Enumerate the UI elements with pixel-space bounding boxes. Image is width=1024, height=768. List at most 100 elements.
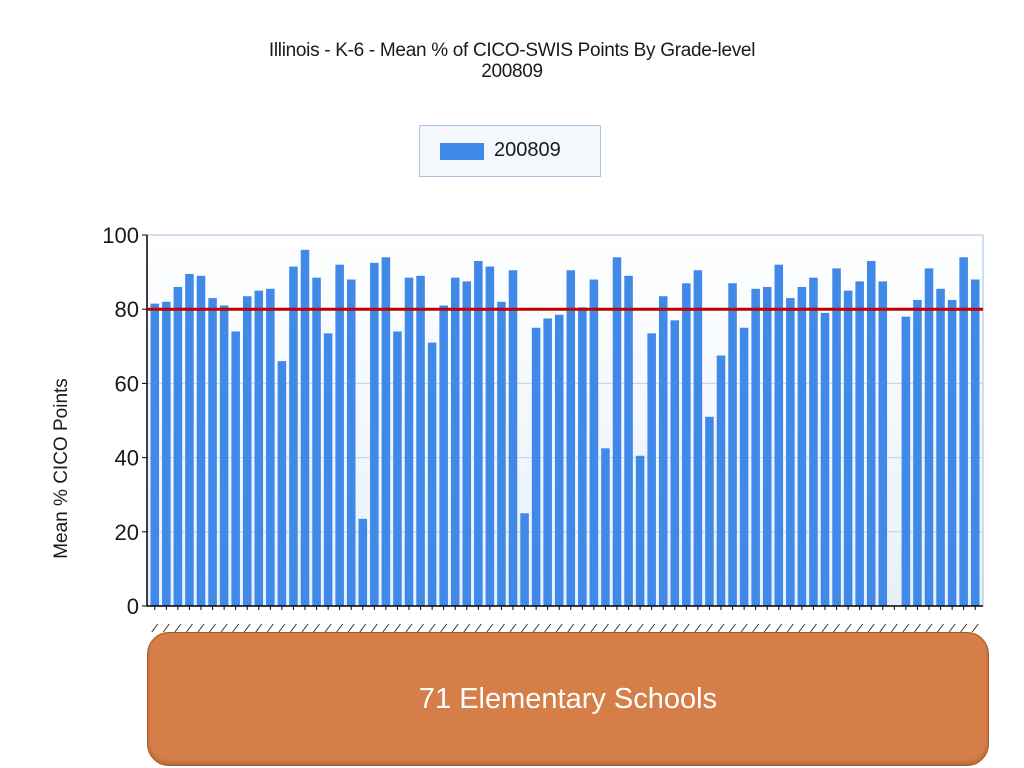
- x-tick-mark: [971, 623, 979, 633]
- x-tick-mark: [255, 623, 263, 633]
- bar: [462, 281, 472, 606]
- x-tick-mark: [706, 623, 713, 633]
- bar: [370, 262, 379, 606]
- x-tick-mark: [486, 623, 494, 633]
- bar: [913, 299, 922, 606]
- x-tick-mark: [301, 623, 309, 633]
- legend: 200809: [419, 125, 601, 177]
- bar: [566, 270, 576, 606]
- x-tick-mark: [798, 623, 806, 633]
- x-tick-mark: [682, 623, 690, 633]
- bar: [427, 342, 437, 606]
- x-tick-mark: [902, 623, 910, 633]
- bar: [878, 281, 888, 606]
- bar: [705, 416, 714, 606]
- x-tick-mark: [474, 623, 482, 633]
- x-tick-mark: [405, 623, 413, 633]
- x-tick-mark: [752, 623, 760, 633]
- x-tick-mark: [313, 623, 320, 633]
- bar: [508, 270, 518, 606]
- bar: [682, 283, 691, 606]
- y-axis-label: Mean % CICO Points: [51, 378, 72, 559]
- x-tick-mark: [867, 623, 875, 633]
- bar: [716, 355, 726, 606]
- bar: [578, 307, 587, 606]
- y-tick-label: 20: [115, 520, 139, 545]
- chart-title: Illinois - K-6 - Mean % of CICO-SWIS Poi…: [268, 40, 756, 61]
- y-tick-label: 100: [102, 223, 139, 248]
- x-tick-mark: [786, 623, 794, 633]
- x-tick-mark: [890, 623, 898, 633]
- bar: [335, 264, 344, 606]
- bar: [381, 257, 391, 606]
- bar: [843, 290, 853, 606]
- bar: [936, 288, 945, 606]
- callout-text: 71 Elementary Schools: [418, 683, 718, 715]
- x-tick-mark: [925, 623, 933, 633]
- x-tick-mark: [521, 623, 528, 633]
- bar: [959, 257, 968, 606]
- bar: [647, 333, 656, 606]
- bar: [658, 296, 668, 606]
- bar: [242, 296, 252, 606]
- x-tick-mark: [914, 623, 921, 633]
- legend-swatch: [440, 143, 484, 160]
- x-tick-mark: [440, 623, 448, 633]
- x-tick-mark: [359, 623, 367, 633]
- x-tick-mark: [266, 623, 274, 633]
- x-tick-mark: [717, 623, 725, 633]
- x-tick-mark: [151, 623, 159, 633]
- bar: [601, 448, 610, 606]
- x-tick-mark: [821, 623, 829, 633]
- x-tick-mark: [186, 623, 193, 633]
- bar: [635, 455, 645, 606]
- chart-subtitle: 200809: [481, 61, 543, 82]
- bar: [728, 283, 737, 606]
- x-tick-mark: [509, 623, 517, 633]
- y-tick-label: 0: [127, 594, 139, 619]
- x-tick-mark: [336, 623, 344, 633]
- bar: [485, 266, 495, 606]
- x-tick-mark: [417, 623, 424, 633]
- x-tick-mark: [960, 623, 968, 633]
- x-tick-mark: [347, 623, 355, 633]
- bar: [196, 275, 206, 606]
- bar: [497, 301, 506, 606]
- x-tick-mark: [763, 623, 771, 633]
- bar: [947, 299, 957, 606]
- bar: [809, 277, 818, 606]
- x-tick-mark: [856, 623, 864, 633]
- bar: [820, 312, 830, 606]
- x-tick-mark: [625, 623, 632, 633]
- bar: [173, 286, 183, 606]
- bar: [266, 288, 275, 606]
- x-tick-mark: [498, 623, 505, 633]
- bar: [150, 303, 160, 606]
- y-tick-label: 60: [115, 371, 139, 396]
- x-tick-mark: [394, 623, 401, 633]
- x-tick-mark: [833, 623, 840, 633]
- bar: [393, 331, 402, 606]
- x-tick-mark: [162, 623, 170, 633]
- x-tick-mark: [209, 623, 216, 633]
- bar: [866, 260, 876, 606]
- x-tick-mark: [232, 623, 240, 633]
- bar: [739, 327, 749, 606]
- bar: [300, 249, 310, 606]
- bar: [624, 275, 633, 606]
- bar: [358, 518, 368, 606]
- bar: [219, 305, 229, 606]
- x-tick-mark: [567, 623, 575, 633]
- bar: [439, 305, 448, 606]
- bar: [346, 279, 356, 606]
- x-tick-mark: [174, 623, 182, 633]
- bar: [762, 286, 772, 606]
- x-tick-mark: [948, 623, 956, 633]
- bar: [786, 298, 795, 606]
- x-tick-mark: [382, 623, 390, 633]
- bar: [832, 268, 841, 606]
- x-tick-mark: [532, 623, 540, 633]
- x-tick-mark: [937, 623, 944, 633]
- x-tick-mark: [590, 623, 598, 633]
- x-tick-mark: [648, 623, 656, 633]
